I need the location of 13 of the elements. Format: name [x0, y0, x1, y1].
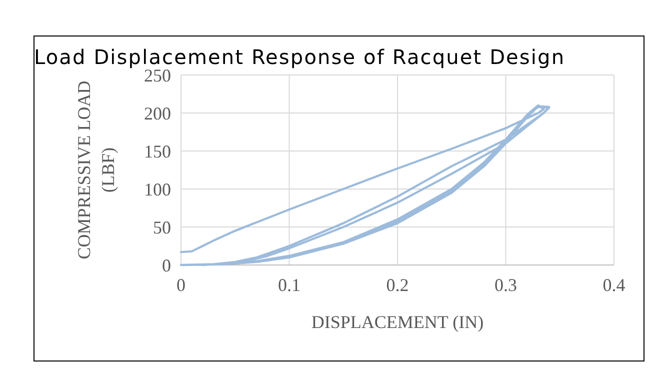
x-tick-label: 0.3	[494, 275, 517, 295]
x-tick-label: 0.2	[386, 275, 409, 295]
x-axis-title: DISPLACEMENT (IN)	[311, 312, 484, 332]
y-axis-title: COMPRESSIVE LOAD (LBF)	[74, 80, 118, 260]
y-tick-label: 200	[144, 103, 171, 124]
y-tick-label: 50	[153, 217, 171, 238]
x-tick-label: 0.1	[278, 275, 300, 295]
x-tick-label: 0	[176, 275, 186, 295]
x-tick-label: 0.4	[602, 275, 626, 295]
line-series	[180, 104, 550, 266]
y-tick-label: 0	[162, 255, 171, 276]
y-tick-label: 100	[144, 179, 171, 200]
y-tick-label: 150	[144, 141, 171, 162]
